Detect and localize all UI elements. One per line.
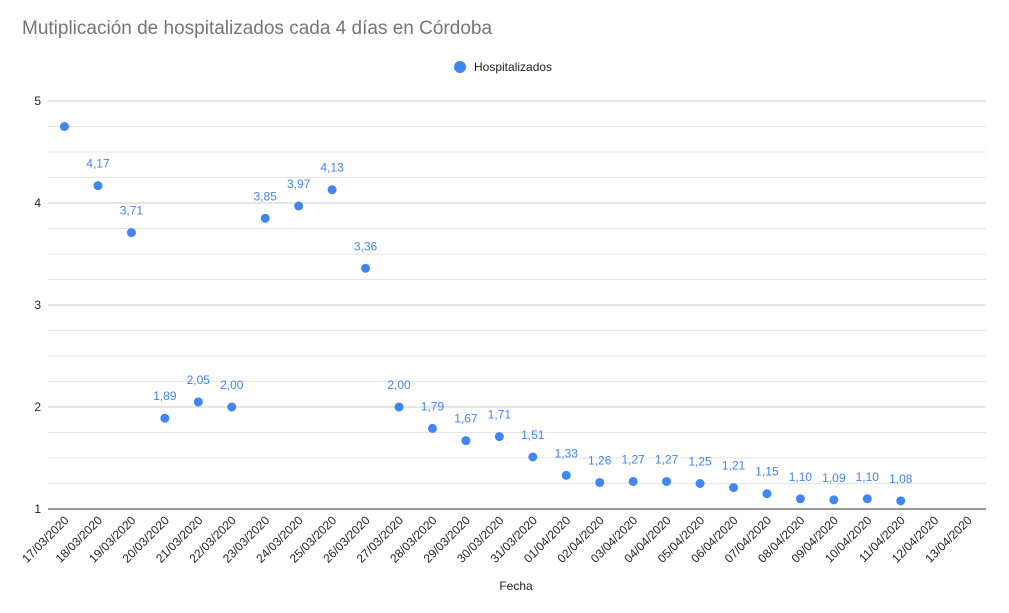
data-label: 1,71 (488, 408, 512, 422)
data-point (829, 495, 839, 505)
data-label: 3,71 (120, 204, 144, 218)
x-axis-title: Fecha (499, 579, 533, 593)
data-point (561, 470, 571, 480)
data-label: 1,67 (454, 412, 478, 426)
data-point (160, 413, 170, 423)
data-point (193, 397, 203, 407)
data-label: 2,00 (220, 378, 244, 392)
data-label: 3,36 (354, 239, 378, 253)
data-label: 3,97 (287, 177, 311, 191)
y-tick-label: 3 (34, 298, 41, 312)
data-point (628, 476, 638, 486)
data-label: 4,17 (86, 157, 110, 171)
data-point (394, 402, 404, 412)
data-label: 2,05 (187, 373, 211, 387)
data-point (427, 423, 437, 433)
data-label: 3,85 (254, 189, 278, 203)
data-label: 1,10 (789, 470, 813, 484)
data-point (361, 263, 371, 273)
data-point (795, 494, 805, 504)
data-point (896, 496, 906, 506)
data-point (327, 185, 337, 195)
legend: Hospitalizados (454, 60, 552, 74)
data-label: 1,51 (521, 428, 545, 442)
data-label: 4,13 (320, 161, 344, 175)
data-label: 1,79 (421, 399, 445, 413)
data-label: 1,27 (655, 452, 679, 466)
y-tick-label: 2 (34, 400, 41, 414)
y-tick-label: 1 (34, 502, 41, 516)
data-point (729, 483, 738, 493)
data-point (862, 494, 872, 504)
data-point (260, 213, 270, 223)
data-label: 1,26 (588, 453, 612, 467)
data-label: 1,89 (153, 389, 177, 403)
data-point (662, 476, 672, 486)
data-label: 1,27 (621, 452, 645, 466)
chart-title: Mutiplicación de hospitalizados cada 4 d… (22, 18, 493, 39)
data-label: 2,00 (387, 378, 411, 392)
legend-marker (454, 61, 466, 73)
legend-label: Hospitalizados (474, 60, 553, 74)
data-point (60, 122, 69, 131)
y-tick-label: 5 (34, 94, 41, 108)
data-point (528, 452, 538, 462)
data-label: 1,33 (555, 446, 579, 460)
data-point (93, 181, 103, 191)
data-label: 1,21 (722, 459, 746, 473)
data-point (595, 477, 605, 487)
data-label: 1,09 (822, 471, 846, 485)
data-label: 1,15 (755, 465, 779, 479)
data-point (294, 201, 304, 211)
data-label: 1,25 (688, 455, 712, 469)
data-point (126, 228, 136, 238)
data-point (762, 489, 772, 499)
y-tick-label: 4 (34, 196, 41, 210)
data-point (461, 436, 471, 446)
data-point (227, 402, 237, 412)
data-point (695, 479, 705, 488)
data-label: 1,10 (856, 470, 880, 484)
data-label: 1,08 (889, 472, 913, 486)
data-point (494, 432, 504, 442)
